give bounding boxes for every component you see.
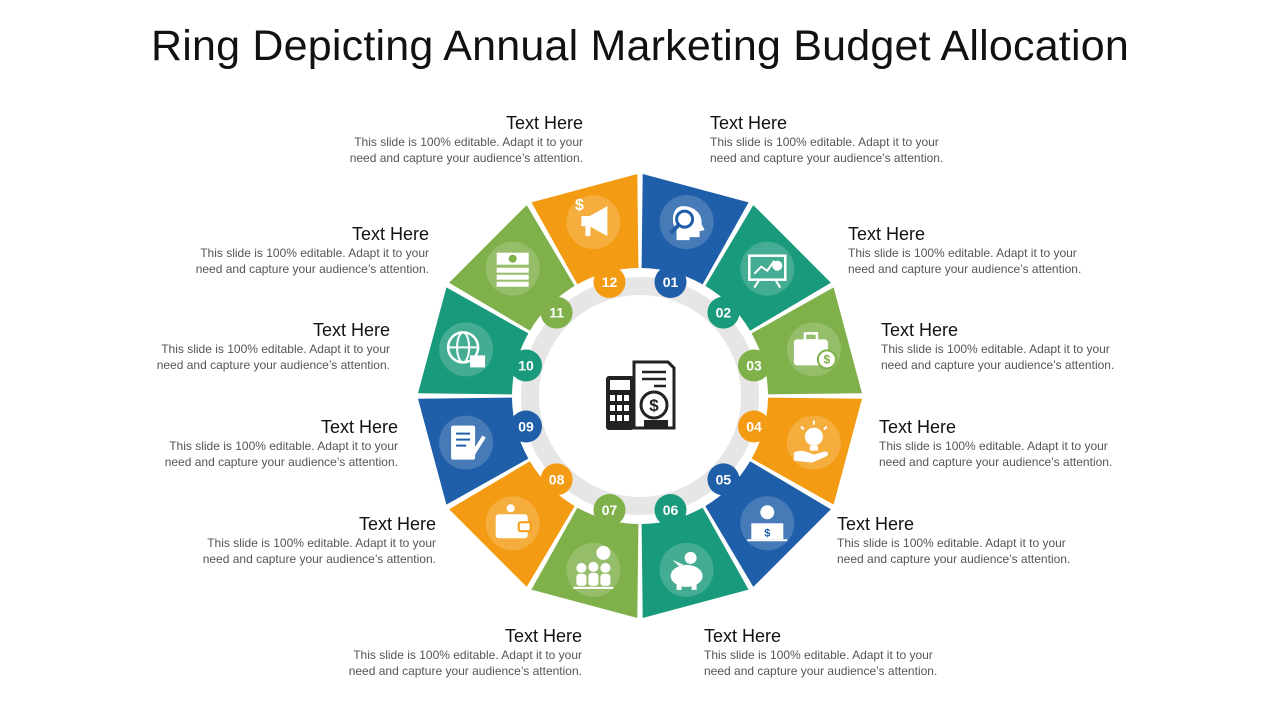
- segment-number: 04: [746, 419, 762, 435]
- label-segment-02: Text Here This slide is 100% editable. A…: [848, 223, 1098, 276]
- segment-number: 05: [716, 471, 732, 487]
- segment-number: 07: [602, 502, 618, 518]
- label-body-line: This slide is 100% editable. Adapt it to…: [837, 536, 1066, 550]
- label-body-line: need and capture your audience’s attenti…: [837, 551, 1071, 566]
- calculator-document-dollar-icon: $: [606, 360, 676, 430]
- hand-bulb-icon: [793, 420, 829, 463]
- svg-text:$: $: [575, 197, 584, 214]
- label-body-line: This slide is 100% editable. Adapt it to…: [200, 246, 429, 260]
- label-heading: Text Here: [837, 514, 915, 534]
- label-heading: Text Here: [879, 417, 957, 437]
- segment-number: 09: [518, 419, 534, 435]
- number-badge-05: [707, 463, 740, 496]
- segment-number: 01: [663, 274, 679, 290]
- number-badge-03: [738, 349, 770, 382]
- number-badge-11: [540, 296, 573, 329]
- label-heading: Text Here: [881, 320, 959, 340]
- label-heading: Text Here: [710, 113, 788, 133]
- label-segment-11: Text Here This slide is 100% editable. A…: [179, 223, 429, 276]
- ring-segment-07: [531, 507, 639, 618]
- ring-segment-10: [418, 287, 529, 395]
- label-segment-10: Text Here This slide is 100% editable. A…: [140, 319, 390, 372]
- number-badge-02: [707, 296, 740, 329]
- ring-segment-06: [641, 507, 749, 618]
- segment-number: 11: [549, 305, 564, 321]
- label-segment-06: Text Here This slide is 100% editable. A…: [704, 625, 954, 678]
- segment-number: 06: [663, 502, 679, 518]
- label-body-line: need and capture your audience’s attenti…: [156, 357, 390, 372]
- label-heading: Text Here: [358, 514, 436, 534]
- label-segment-04: Text Here This slide is 100% editable. A…: [879, 416, 1129, 469]
- globe-calculator-icon: [446, 331, 486, 368]
- briefcase-dollar-icon: $: [793, 332, 837, 370]
- label-body-line: This slide is 100% editable. Adapt it to…: [848, 246, 1077, 260]
- wallet-icon: [495, 504, 532, 539]
- label-body-line: need and capture your audience’s attenti…: [195, 261, 429, 276]
- label-heading: Text Here: [320, 417, 398, 437]
- svg-text:$: $: [824, 352, 831, 366]
- label-body-line: need and capture your audience’s attenti…: [164, 454, 398, 469]
- number-badge-10: [510, 349, 542, 382]
- label-heading: Text Here: [312, 320, 390, 340]
- label-segment-12: Text Here This slide is 100% editable. A…: [333, 112, 583, 165]
- label-heading: Text Here: [351, 224, 429, 244]
- label-body-line: need and capture your audience’s attenti…: [881, 357, 1115, 372]
- svg-text:$: $: [764, 527, 770, 539]
- label-segment-05: Text Here This slide is 100% editable. A…: [837, 513, 1087, 566]
- label-body-line: need and capture your audience’s attenti…: [704, 663, 938, 678]
- number-badge-06: [654, 494, 687, 526]
- person-desk-icon: $: [747, 505, 788, 542]
- number-badge-09: [510, 410, 542, 443]
- svg-text:$: $: [649, 396, 659, 415]
- label-segment-08: Text Here This slide is 100% editable. A…: [186, 513, 436, 566]
- label-heading: Text Here: [848, 224, 926, 244]
- label-body-line: This slide is 100% editable. Adapt it to…: [881, 342, 1110, 356]
- label-body-line: This slide is 100% editable. Adapt it to…: [704, 648, 933, 662]
- label-body-line: This slide is 100% editable. Adapt it to…: [207, 536, 436, 550]
- segment-number: 03: [746, 358, 762, 374]
- label-body-line: need and capture your audience’s attenti…: [348, 663, 582, 678]
- label-body-line: This slide is 100% editable. Adapt it to…: [161, 342, 390, 356]
- label-heading: Text Here: [504, 626, 582, 646]
- number-badge-04: [738, 410, 770, 443]
- ring-segment-12: [531, 174, 639, 285]
- ring-segment-04: [751, 397, 862, 505]
- cash-stack-icon: [496, 252, 529, 287]
- number-badge-07: [593, 494, 626, 526]
- label-body-line: This slide is 100% editable. Adapt it to…: [353, 648, 582, 662]
- label-body-line: This slide is 100% editable. Adapt it to…: [879, 439, 1108, 453]
- label-body-line: This slide is 100% editable. Adapt it to…: [710, 135, 939, 149]
- label-body-line: need and capture your audience’s attenti…: [202, 551, 436, 566]
- head-magnifier-icon: [669, 206, 705, 241]
- label-body-line: This slide is 100% editable. Adapt it to…: [169, 439, 398, 453]
- label-segment-09: Text Here This slide is 100% editable. A…: [148, 416, 398, 469]
- label-heading: Text Here: [704, 626, 782, 646]
- label-segment-03: Text Here This slide is 100% editable. A…: [881, 319, 1131, 372]
- team-dollar-icon: [573, 545, 614, 589]
- slide-title: Ring Depicting Annual Marketing Budget A…: [151, 22, 1129, 70]
- inner-gray-ring: [521, 277, 759, 515]
- label-body-line: This slide is 100% editable. Adapt it to…: [354, 135, 583, 149]
- label-body-line: need and capture your audience’s attenti…: [349, 150, 583, 165]
- number-badge-12: [593, 266, 626, 298]
- label-body-line: need and capture your audience’s attenti…: [879, 454, 1113, 469]
- label-body-line: need and capture your audience’s attenti…: [848, 261, 1082, 276]
- label-body-line: need and capture your audience’s attenti…: [710, 150, 944, 165]
- label-heading: Text Here: [505, 113, 583, 133]
- segment-number: 12: [602, 274, 618, 290]
- label-segment-01: Text Here This slide is 100% editable. A…: [710, 112, 960, 165]
- piggy-bank-icon: [670, 551, 703, 590]
- number-badge-01: [654, 266, 687, 298]
- presentation-chart-icon: [748, 254, 787, 289]
- segment-number: 08: [549, 471, 565, 487]
- segment-number: 02: [716, 305, 732, 321]
- megaphone-dollar-icon: $: [575, 197, 608, 237]
- notepad-pen-icon: [451, 425, 486, 460]
- number-badge-08: [540, 463, 573, 496]
- segment-number: 10: [518, 358, 534, 374]
- label-segment-07: Text Here This slide is 100% editable. A…: [332, 625, 582, 678]
